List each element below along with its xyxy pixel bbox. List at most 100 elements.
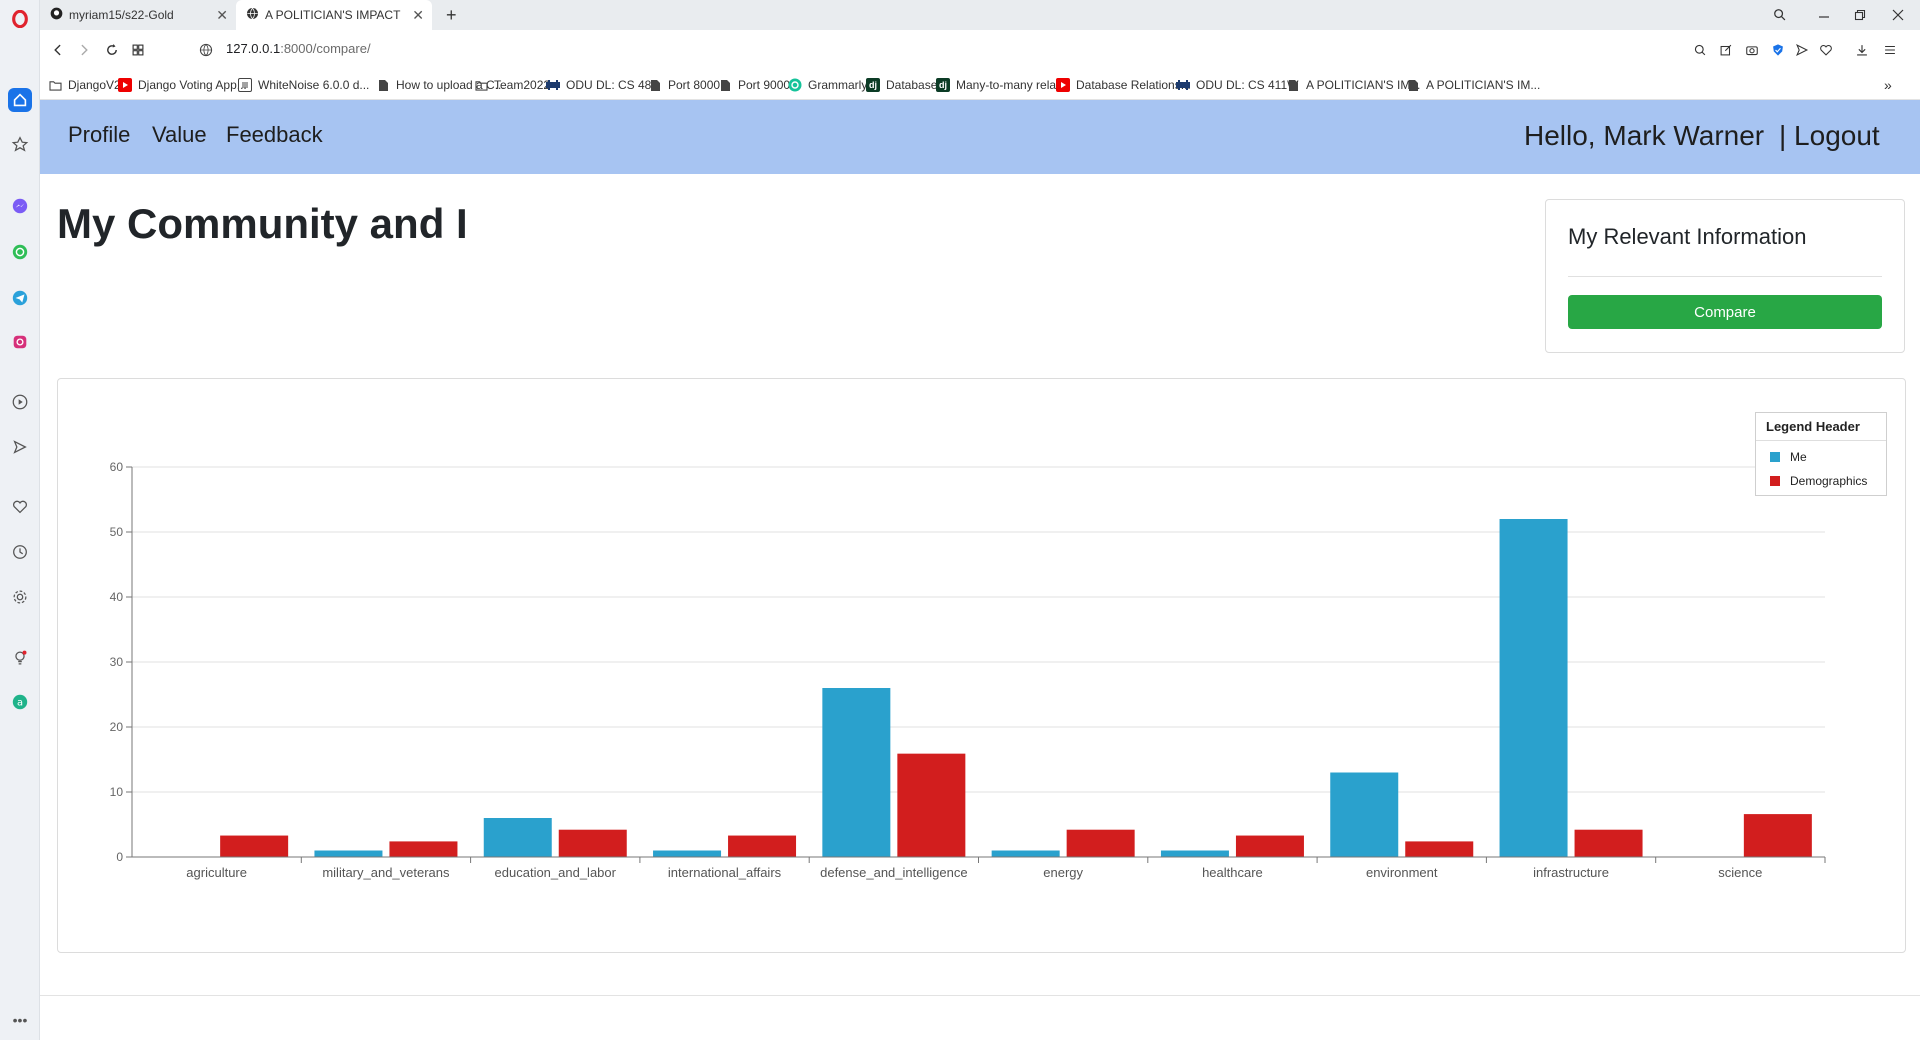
bookmark-item[interactable]: dj Many-to-many rela... [936, 77, 1066, 93]
edit-share-icon[interactable] [1716, 40, 1736, 60]
bar-me[interactable] [483, 818, 552, 857]
divider [1756, 440, 1886, 441]
opera-logo-icon[interactable] [8, 7, 32, 31]
settings-gear-icon[interactable] [8, 585, 32, 609]
logout-link[interactable]: | Logout [1779, 120, 1880, 151]
youtube-icon [118, 78, 132, 92]
back-icon[interactable] [46, 38, 70, 62]
nav-link-feedback[interactable]: Feedback [226, 122, 323, 147]
bar-demographics[interactable] [1743, 814, 1812, 857]
new-tab-button[interactable]: + [436, 0, 467, 30]
bookmark-label: A POLITICIAN'S IM... [1306, 78, 1421, 92]
reload-icon[interactable] [100, 38, 124, 62]
bookmark-label: Django Voting App... [138, 78, 247, 92]
divider [40, 995, 1920, 996]
easy-setup-menu-icon[interactable] [1880, 40, 1900, 60]
x-tick-label: science [1718, 865, 1762, 880]
page-title: My Community and I [57, 200, 468, 247]
bar-demographics[interactable] [558, 829, 627, 857]
zoom-search-icon[interactable] [1690, 40, 1710, 60]
folder-icon [48, 78, 62, 92]
instagram-icon[interactable] [8, 330, 32, 354]
greeting: Hello, Mark Warner [1524, 120, 1765, 151]
x-tick-label: infrastructure [1533, 865, 1609, 880]
snapshot-camera-icon[interactable] [1742, 40, 1762, 60]
bookmarks-icon[interactable] [8, 132, 32, 156]
bar-me[interactable] [653, 850, 722, 858]
bookmark-label: Grammarly [808, 78, 868, 92]
bar-me[interactable] [1330, 772, 1399, 858]
youtube-icon [1056, 78, 1070, 92]
more-dots-icon[interactable]: ••• [12, 1012, 28, 1028]
bar-demographics[interactable] [897, 753, 966, 857]
bar-demographics[interactable] [389, 841, 458, 857]
tips-lightbulb-icon[interactable] [8, 646, 32, 670]
globe-icon [246, 7, 259, 23]
site-info-globe-icon[interactable] [194, 38, 218, 62]
bar-me[interactable] [1499, 519, 1568, 857]
x-tick-label: environment [1366, 865, 1438, 880]
chart-card: 0 10 20 30 40 50 60 agriculture military_and_vet… [57, 378, 1906, 953]
bar-me[interactable] [1160, 850, 1229, 858]
bar-demographics[interactable] [1405, 841, 1474, 857]
bookmark-item[interactable]: A POLITICIAN'S IM... [1286, 77, 1420, 93]
close-window-icon[interactable] [1878, 0, 1918, 30]
bookmark-item[interactable]: dj Database [866, 77, 937, 93]
forward-icon[interactable] [72, 38, 96, 62]
aria-icon[interactable]: a [8, 690, 32, 714]
bar-demographics[interactable] [1235, 835, 1304, 857]
vpn-shield-icon[interactable] [1768, 40, 1788, 60]
bookmark-item[interactable]: Port 9000 [718, 77, 790, 93]
whatsapp-icon[interactable] [8, 240, 32, 264]
url-field[interactable]: 127.0.0.1:8000/compare/ [226, 41, 371, 56]
bookmark-item[interactable]: A POLITICIAN'S IM... [1406, 77, 1540, 93]
messenger-icon[interactable] [8, 194, 32, 218]
bookmark-label: Database [886, 78, 938, 92]
bookmark-item[interactable]: ODU DL: CS 411W [1176, 77, 1298, 93]
bookmark-item[interactable]: Database Relations... [1056, 77, 1191, 93]
restore-icon[interactable] [1840, 0, 1880, 30]
bookmark-label: ODU DL: CS 411W [1196, 78, 1299, 92]
search-tabs-icon[interactable] [1760, 0, 1800, 30]
bookmark-item[interactable]: WhiteNoise 6.0.0 d... [238, 77, 369, 93]
nav-link-value[interactable]: Value [152, 122, 207, 147]
bookmark-item[interactable]: DjangoV2 [48, 77, 121, 93]
bar-demographics[interactable] [1066, 829, 1135, 857]
bar-demographics[interactable] [220, 835, 289, 857]
tab-github[interactable]: myriam15/s22-Gold ✕ [40, 0, 236, 30]
favorites-heart-icon[interactable] [8, 495, 32, 519]
bar-demographics[interactable] [728, 835, 797, 857]
history-clock-icon[interactable] [8, 540, 32, 564]
bookmark-label: A POLITICIAN'S IM... [1426, 78, 1541, 92]
player-icon[interactable] [8, 390, 32, 414]
download-icon[interactable] [1852, 40, 1872, 60]
compare-button[interactable]: Compare [1568, 295, 1882, 329]
close-tab-icon[interactable]: ✕ [216, 6, 228, 23]
nav-link-profile[interactable]: Profile [68, 122, 131, 147]
file-icon [1286, 78, 1300, 92]
bookmark-label: Team2022 [494, 78, 551, 92]
bookmark-label: ODU DL: CS 480 [566, 78, 659, 92]
minimize-icon[interactable] [1804, 0, 1844, 30]
heart-icon[interactable] [1816, 40, 1836, 60]
bookmarks-overflow-icon[interactable]: » [1884, 77, 1892, 93]
bookmark-item[interactable]: ODU DL: CS 480 [546, 77, 658, 93]
bar-demographics[interactable] [1574, 829, 1643, 857]
bookmark-item[interactable]: Grammarly [788, 77, 867, 93]
close-tab-icon[interactable]: ✕ [412, 6, 424, 23]
tab-politicians-impact[interactable]: A POLITICIAN'S IMPACT ✕ [236, 0, 432, 30]
telegram-icon[interactable] [8, 286, 32, 310]
flow-send-icon[interactable] [8, 435, 32, 459]
file-icon [376, 78, 390, 92]
bar-chart: 0 10 20 30 40 50 60 agriculture military_and_vet… [110, 460, 1826, 880]
bookmark-item[interactable]: Team2022 [474, 77, 550, 93]
bookmark-item[interactable]: Django Voting App... [118, 77, 247, 93]
tabs-grid-icon[interactable] [126, 38, 150, 62]
bar-me[interactable] [991, 850, 1060, 858]
bar-me[interactable] [822, 688, 891, 857]
home-icon[interactable] [8, 88, 32, 112]
x-tick-label: military_and_veterans [322, 865, 450, 880]
send-icon[interactable] [1792, 40, 1812, 60]
bookmark-item[interactable]: Port 8000 [648, 77, 720, 93]
bar-me[interactable] [314, 850, 383, 858]
